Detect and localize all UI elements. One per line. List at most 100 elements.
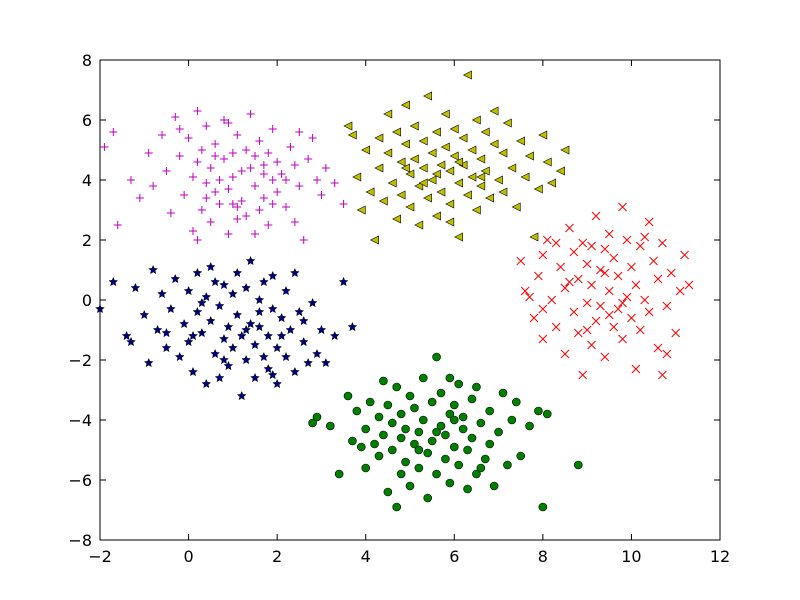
data-point-plus <box>162 167 171 175</box>
data-point-star <box>219 279 229 290</box>
data-point-triangle-left <box>547 178 557 188</box>
data-point-triangle-left <box>502 118 512 128</box>
data-point-star <box>267 270 278 281</box>
data-point-triangle-left <box>493 175 503 185</box>
data-point-star <box>227 342 238 353</box>
data-point-triangle-left <box>542 157 552 167</box>
data-point-plus <box>237 167 246 175</box>
data-point-star <box>183 336 194 347</box>
data-point-triangle-left <box>374 163 384 173</box>
data-point-x <box>644 307 654 317</box>
data-point-plus <box>251 152 259 160</box>
data-point-plus <box>255 206 264 214</box>
data-point-triangle-left <box>369 235 379 245</box>
data-point-star <box>258 351 269 362</box>
data-point-triangle-left <box>467 172 477 182</box>
data-point-circle <box>374 451 384 461</box>
data-point-star <box>276 312 287 323</box>
data-point-plus <box>189 227 197 235</box>
x-tick-label: 8 <box>538 547 548 566</box>
data-point-star <box>126 336 136 347</box>
data-point-triangle-left <box>418 136 428 146</box>
data-point-x <box>675 286 685 296</box>
data-point-plus <box>251 230 259 238</box>
data-point-x <box>600 352 610 362</box>
data-point-circle <box>410 403 419 413</box>
data-point-circle <box>485 406 495 416</box>
data-point-plus <box>144 149 153 157</box>
data-point-x <box>596 265 605 275</box>
data-point-triangle-left <box>498 187 508 197</box>
data-point-star <box>320 357 331 368</box>
data-point-plus <box>330 179 339 187</box>
data-point-x <box>649 256 658 266</box>
data-point-star <box>272 378 283 389</box>
data-point-plus <box>113 221 122 229</box>
data-point-plus <box>259 170 268 178</box>
data-point-plus <box>246 164 255 172</box>
data-point-triangle-left <box>445 217 455 227</box>
data-point-star <box>161 342 172 353</box>
data-point-circle <box>494 427 503 437</box>
data-point-triangle-left <box>520 172 530 182</box>
data-point-x <box>565 277 574 287</box>
data-point-circle <box>458 424 468 434</box>
data-point-circle <box>312 412 322 422</box>
data-point-x <box>609 322 619 332</box>
data-point-triangle-left <box>343 121 353 131</box>
data-point-triangle-left <box>383 109 393 119</box>
data-point-circle <box>414 463 424 473</box>
data-point-star <box>307 297 318 308</box>
data-point-circle <box>427 397 437 407</box>
data-point-triangle-left <box>524 151 534 161</box>
data-point-circle <box>352 406 362 416</box>
data-point-plus <box>282 176 290 184</box>
data-point-star <box>188 330 198 341</box>
data-point-circle <box>427 436 437 446</box>
data-point-x <box>658 238 667 248</box>
data-point-triangle-left <box>471 205 481 215</box>
data-point-plus <box>237 197 246 205</box>
data-point-plus <box>175 125 184 133</box>
data-point-star <box>232 267 243 278</box>
data-point-circle <box>405 481 415 491</box>
data-point-triangle-left <box>476 154 486 164</box>
data-point-star <box>223 321 234 332</box>
data-point-triangle-left <box>454 178 464 188</box>
data-point-triangle-left <box>436 187 446 197</box>
data-point-circle <box>489 481 499 491</box>
data-point-star <box>250 339 260 350</box>
data-point-circle <box>392 382 402 392</box>
data-point-triangle-left <box>480 166 490 176</box>
data-point-circle <box>361 424 371 434</box>
series-x <box>516 202 694 380</box>
data-point-x <box>516 256 526 266</box>
data-point-star <box>170 273 181 284</box>
y-tick-label: 2 <box>82 231 92 250</box>
data-point-plus <box>321 164 330 172</box>
data-point-circle <box>383 400 393 410</box>
data-point-triangle-left <box>445 199 455 209</box>
data-point-triangle-left <box>374 133 384 143</box>
data-point-plus <box>295 128 304 136</box>
data-point-triangle-left <box>392 127 402 137</box>
data-point-x <box>587 340 596 350</box>
data-point-plus <box>264 149 273 157</box>
data-point-circle <box>538 502 548 512</box>
data-point-circle <box>534 406 543 416</box>
data-point-plus <box>211 140 220 148</box>
data-point-x <box>618 202 627 212</box>
data-point-triangle-left <box>498 148 508 158</box>
data-point-triangle-left <box>347 130 357 140</box>
data-point-plus <box>193 107 202 115</box>
data-point-circle <box>414 427 424 437</box>
data-point-x <box>538 250 548 260</box>
data-point-plus <box>193 158 202 166</box>
data-point-star <box>263 330 274 341</box>
data-point-circle <box>472 469 481 479</box>
data-point-x <box>573 328 583 338</box>
data-point-star <box>227 288 238 299</box>
data-point-plus <box>273 158 282 166</box>
data-point-circle <box>396 433 406 443</box>
y-tick-label: −4 <box>68 411 92 430</box>
